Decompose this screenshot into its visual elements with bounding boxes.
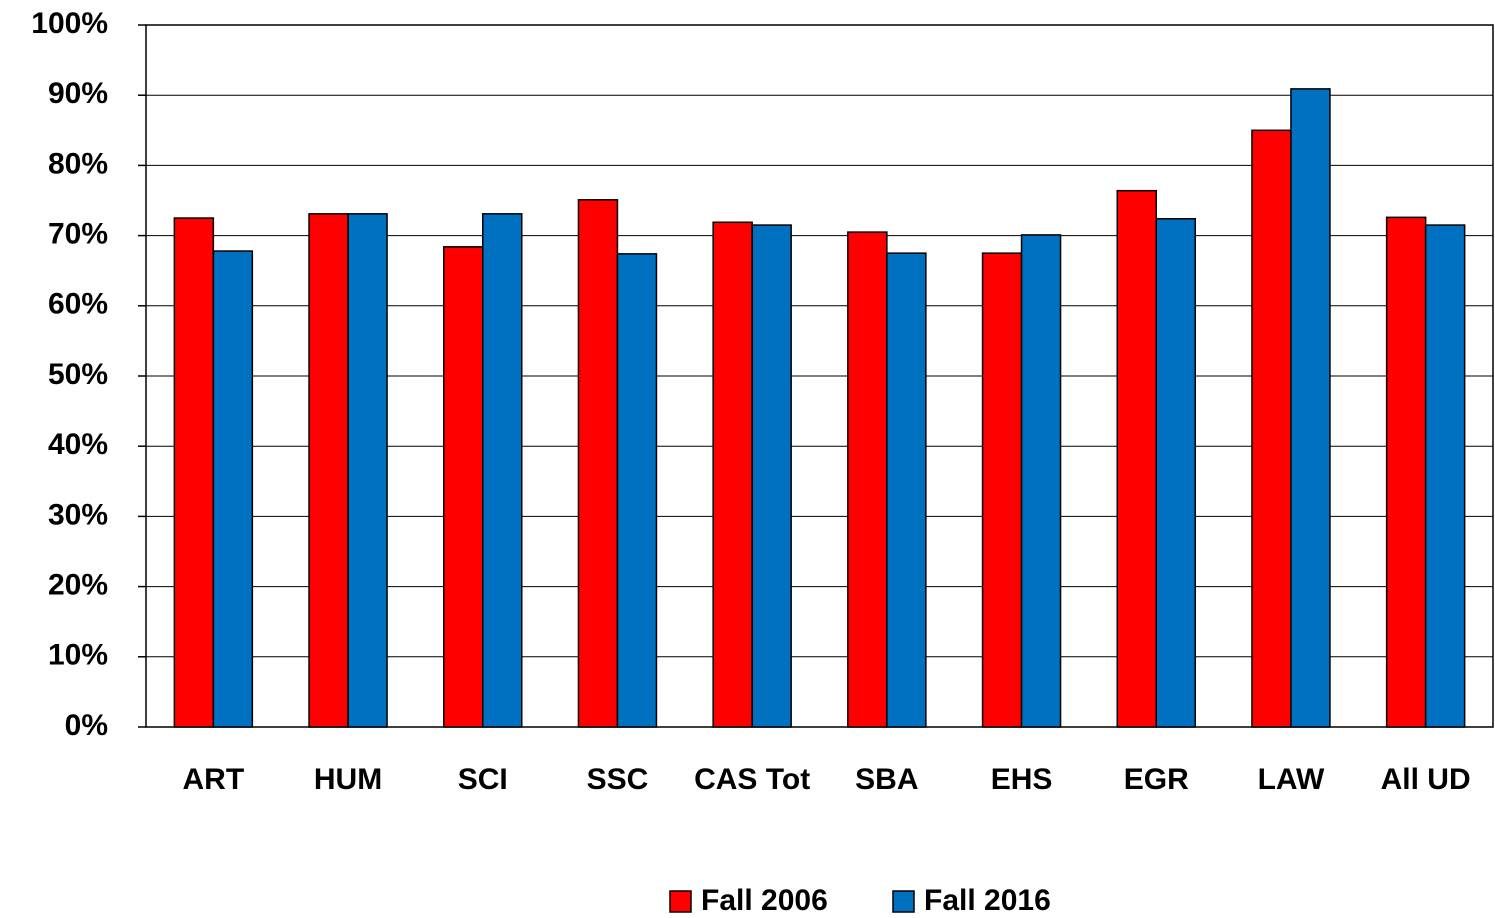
bar (173, 217, 215, 728)
x-tick-label: SBA (855, 763, 918, 796)
bar (1424, 224, 1466, 728)
y-tick-label: 30% (48, 498, 108, 531)
x-tick-label: EGR (1124, 763, 1189, 796)
bar (577, 199, 619, 728)
y-tick-label: 0% (65, 709, 108, 742)
x-tick-label: SSC (587, 763, 649, 796)
x-tick-label: CAS Tot (694, 763, 810, 796)
bar (886, 252, 927, 728)
bar (847, 231, 888, 728)
y-tick-label: 60% (48, 288, 108, 321)
legend-label: Fall 2006 (701, 884, 828, 917)
bar (443, 246, 484, 728)
y-tick-label: 40% (48, 428, 108, 461)
bar (482, 213, 523, 728)
bar (616, 253, 658, 728)
bar (1020, 234, 1062, 728)
x-tick-label: EHS (991, 763, 1053, 796)
y-tick-label: 90% (48, 77, 108, 110)
bar (712, 221, 753, 728)
bar (981, 252, 1023, 728)
bar (1385, 216, 1427, 728)
legend-swatch (892, 890, 915, 913)
y-tick-label: 10% (48, 639, 108, 672)
legend-swatch (669, 890, 692, 913)
y-tick-label: 20% (48, 569, 108, 602)
y-tick-label: 70% (48, 218, 108, 251)
bar (212, 250, 254, 728)
bar (1290, 88, 1331, 728)
x-tick-label: HUM (314, 763, 382, 796)
bar (751, 224, 792, 728)
y-tick-label: 50% (48, 358, 108, 391)
x-tick-label: ART (183, 763, 245, 796)
bar (1116, 189, 1157, 728)
x-tick-label: LAW (1258, 763, 1325, 796)
x-tick-label: All UD (1381, 763, 1471, 796)
y-tick-label: 100% (31, 7, 108, 40)
bar (1155, 218, 1196, 728)
plot-frame (145, 24, 1494, 728)
legend-label: Fall 2016 (924, 884, 1051, 917)
bar (347, 213, 388, 728)
bar (1251, 129, 1292, 728)
y-tick-label: 80% (48, 147, 108, 180)
x-tick-label: SCI (458, 763, 508, 796)
bar (308, 213, 349, 728)
